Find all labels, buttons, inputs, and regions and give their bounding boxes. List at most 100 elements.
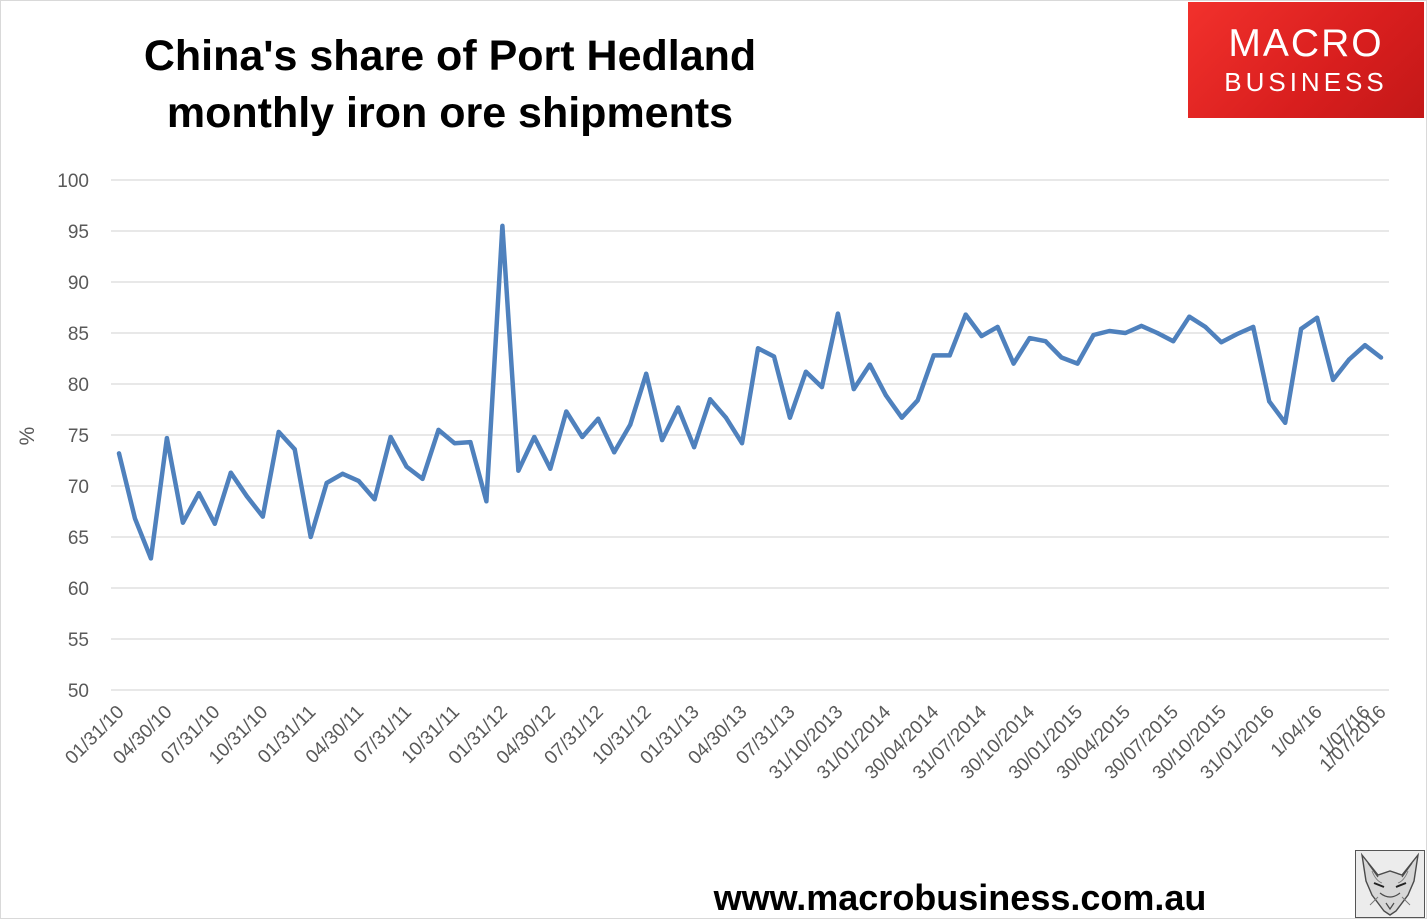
data-point — [867, 362, 872, 367]
logo-text-business: BUSINESS — [1224, 67, 1388, 97]
data-point — [420, 476, 425, 481]
data-point — [1187, 314, 1192, 319]
data-point — [851, 387, 856, 392]
data-point — [1331, 377, 1336, 382]
y-tick-label: 100 — [57, 171, 89, 192]
data-point — [1075, 361, 1080, 366]
data-point — [468, 440, 473, 445]
data-point — [244, 494, 249, 499]
data-point — [1219, 340, 1224, 345]
data-point — [947, 353, 952, 358]
website-url: www.macrobusiness.com.au — [713, 877, 1207, 918]
chart-title-line-1: China's share of Port Hedland — [143, 32, 757, 80]
data-point — [979, 334, 984, 339]
data-point — [835, 311, 840, 316]
y-tick-label: 80 — [68, 375, 89, 396]
data-point — [819, 385, 824, 390]
data-point — [372, 497, 377, 502]
data-point — [324, 480, 329, 485]
data-point — [963, 312, 968, 317]
series-line-china-share — [116, 223, 1384, 561]
data-point — [117, 451, 121, 456]
data-point — [899, 415, 904, 420]
data-point — [180, 520, 185, 525]
data-point — [1251, 324, 1256, 329]
data-point — [644, 371, 649, 376]
y-axis-ticks: 50 55 60 65 70 75 80 85 90 95 100 — [57, 171, 89, 702]
data-point — [436, 427, 441, 432]
data-point — [724, 415, 729, 420]
series-layer — [116, 223, 1384, 561]
data-point — [740, 441, 745, 446]
y-tick-label: 95 — [68, 222, 89, 243]
data-point — [1171, 339, 1176, 344]
data-point — [787, 415, 792, 420]
data-point — [292, 447, 297, 452]
data-point — [708, 397, 713, 402]
data-point — [196, 491, 201, 496]
data-point — [340, 471, 345, 476]
data-point — [1123, 331, 1128, 335]
data-point — [883, 393, 888, 398]
data-point — [1363, 343, 1368, 348]
data-point — [580, 435, 585, 440]
data-point — [132, 516, 137, 521]
x-tick-label: 1/04/16 — [1267, 702, 1327, 762]
logo-text-macro: MACRO — [1228, 22, 1384, 65]
data-point — [1203, 324, 1208, 329]
chart-title: China's share of Port Hedland monthly ir… — [60, 28, 840, 142]
data-point — [995, 324, 1000, 329]
data-point — [1011, 361, 1016, 366]
data-point — [388, 435, 393, 440]
data-point — [500, 223, 505, 228]
data-point — [915, 398, 920, 403]
data-point — [548, 466, 553, 471]
data-point — [1027, 336, 1032, 341]
data-point — [1107, 328, 1112, 333]
data-point — [164, 436, 169, 441]
chart-title-line-2: monthly iron ore shipments — [166, 89, 734, 137]
x-axis-ticks: 01/31/1004/30/1007/31/1010/31/1001/31/11… — [61, 701, 1390, 783]
data-point — [1091, 333, 1096, 338]
data-point — [771, 354, 776, 359]
data-point — [564, 409, 569, 414]
data-point — [803, 369, 808, 374]
data-point — [1139, 323, 1144, 328]
data-point — [1283, 420, 1288, 425]
data-point — [676, 405, 681, 410]
data-point — [532, 435, 537, 440]
data-point — [628, 422, 633, 427]
data-point — [1235, 332, 1240, 337]
data-point — [692, 445, 697, 450]
data-point — [212, 521, 217, 526]
data-point — [755, 346, 760, 351]
data-point — [148, 556, 153, 561]
y-tick-label: 60 — [68, 579, 89, 600]
y-tick-label: 75 — [68, 426, 89, 447]
data-point — [452, 441, 457, 446]
data-point — [228, 470, 233, 475]
data-point — [516, 468, 521, 473]
y-tick-label: 70 — [68, 477, 89, 498]
data-point — [260, 514, 265, 519]
data-point — [1379, 355, 1383, 360]
y-tick-label: 85 — [68, 324, 89, 345]
y-tick-label: 65 — [68, 528, 89, 549]
data-point — [404, 464, 409, 469]
y-tick-label: 90 — [68, 273, 89, 294]
data-point — [596, 416, 601, 421]
y-tick-label: 50 — [68, 681, 89, 702]
data-point — [931, 353, 936, 358]
gridlines — [111, 179, 1389, 691]
data-point — [1155, 331, 1160, 335]
data-point — [276, 429, 281, 434]
y-axis-label: % — [16, 427, 39, 446]
data-point — [1347, 357, 1352, 362]
y-tick-label: 55 — [68, 630, 89, 651]
data-point — [356, 478, 361, 483]
data-point — [1059, 355, 1064, 360]
data-point — [1315, 315, 1320, 320]
data-point — [1299, 326, 1304, 331]
